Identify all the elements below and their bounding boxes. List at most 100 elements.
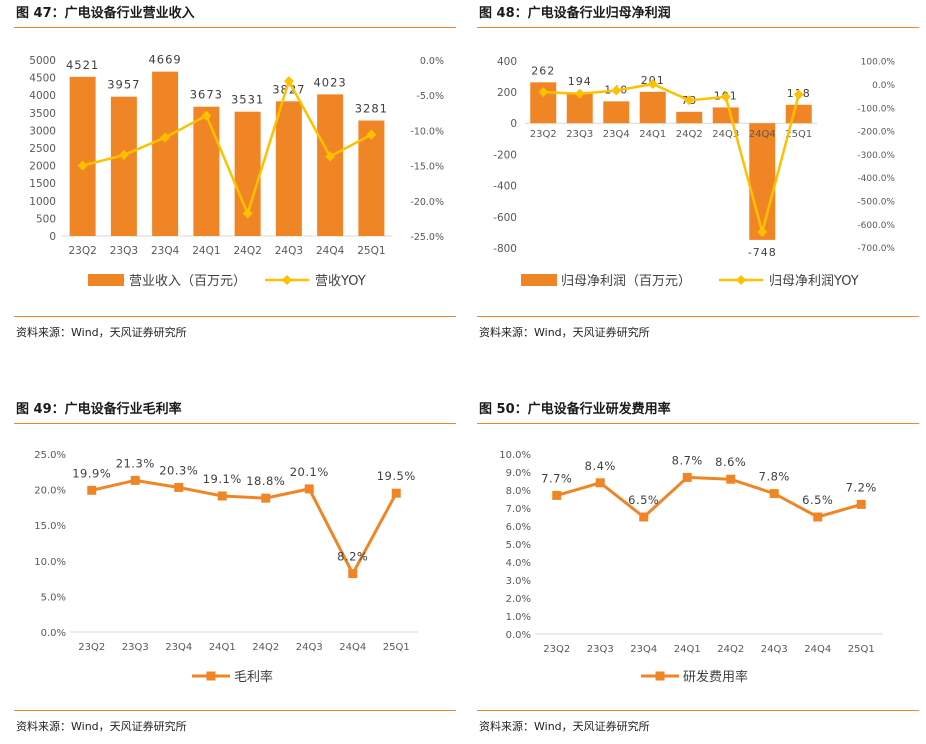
chart-source: 资料来源：Wind，天风证券研究所 [477, 710, 919, 735]
x-tick-label: 23Q3 [566, 129, 593, 140]
point-data-label: 18.8% [246, 474, 285, 488]
y-tick-label: 25.0% [34, 450, 66, 461]
chart-panel-net-profit: 图 48：广电设备行业归母净利润 400 200 0 -200 -400 -600 -800… [477, 4, 919, 344]
x-tick-label: 23Q4 [603, 129, 630, 140]
gross-margin-chart: 0.0%5.0%10.0%15.0%20.0%25.0%19.9%21.3%20… [14, 426, 456, 706]
x-tick-label: 24Q1 [639, 129, 666, 140]
y-right-tick-label: -700.0% [857, 244, 895, 254]
point-data-label: 6.5% [628, 493, 659, 507]
y-left-tick-label: 4000 [29, 90, 56, 102]
legend-label: 研发费用率 [683, 669, 748, 685]
legend-swatch-bar [521, 274, 557, 286]
y-left-tick-label: 200 [497, 87, 517, 99]
legend-marker [207, 672, 216, 681]
y-right-tick-label: -400.0% [857, 174, 895, 184]
y-tick-label: 0.0% [41, 628, 66, 639]
point-data-label: 19.5% [377, 469, 416, 483]
bar [193, 107, 219, 236]
legend-marker [282, 275, 292, 285]
point-data-label: 6.5% [802, 493, 833, 507]
bar-data-label: 3281 [355, 102, 388, 116]
x-tick-label: 23Q4 [630, 644, 657, 655]
bar [152, 72, 178, 236]
bar-data-label: 4521 [66, 58, 99, 72]
point-data-label: 8.7% [672, 453, 703, 467]
x-tick-label: 23Q2 [78, 642, 105, 653]
x-tick-label: 23Q3 [122, 642, 149, 653]
chart-panel-gross-margin: 图 49：广电设备行业毛利率 0.0% 5.0% 10.0% 15.0% 20.0% 25… [14, 400, 456, 740]
y-left-tick-label: 1000 [29, 196, 56, 208]
x-tick-label: 24Q4 [804, 644, 831, 655]
x-tick-label: 24Q1 [209, 642, 236, 653]
y-tick-label: 10.0% [34, 557, 66, 568]
y-tick-label: 6.0% [506, 522, 531, 533]
bar-data-label: 3957 [107, 78, 140, 92]
x-tick-label: 25Q1 [848, 644, 875, 655]
y-tick-label: 20.0% [34, 486, 66, 497]
y-left-tick-label: -600 [493, 212, 517, 224]
x-tick-label: 24Q2 [676, 129, 703, 140]
chart-source: 资料来源：Wind，天风证券研究所 [14, 710, 456, 735]
point-data-label: 19.9% [72, 466, 111, 480]
bar [603, 101, 629, 123]
y-left-tick-label: -400 [493, 181, 517, 193]
point-data-label: 20.3% [159, 463, 198, 477]
y-right-tick-label: -200.0% [857, 128, 895, 138]
point-data-label: 19.1% [203, 472, 242, 486]
y-right-tick-label: -300.0% [857, 151, 895, 161]
legend-label: 归母净利润（百万元） [561, 274, 691, 289]
point-data-label: 8.4% [585, 459, 616, 473]
point-data-label: 8.2% [337, 550, 368, 564]
bar [713, 107, 739, 123]
x-tick-label: 23Q2 [543, 644, 570, 655]
y-right-tick-label: 100.0% [861, 58, 896, 68]
x-tick-label: 24Q2 [233, 245, 261, 257]
bar [111, 97, 137, 236]
series-point [305, 484, 314, 493]
point-data-label: 8.6% [715, 455, 746, 469]
series-point [174, 483, 183, 492]
x-tick-label: 23Q3 [110, 245, 138, 257]
revenue-chart: 0 500 1000 1500 2000 2500 3000 3500 4000 4500 5000… [14, 30, 456, 312]
x-tick-label: 24Q4 [749, 129, 776, 140]
x-tick-label: 24Q1 [192, 245, 220, 257]
y-left-tick-label: 0 [510, 118, 517, 130]
legend-marker [656, 672, 665, 681]
x-tick-label: 23Q2 [68, 245, 96, 257]
series-point [87, 486, 96, 495]
bar-data-label: 3531 [231, 93, 264, 107]
series-point [596, 478, 605, 487]
bar-data-label: 4669 [148, 53, 181, 67]
y-tick-label: 10.0% [499, 450, 531, 461]
y-left-tick-label: -200 [493, 149, 517, 161]
series-point [552, 491, 561, 500]
x-tick-label: 23Q4 [165, 642, 192, 653]
y-left-tick-label: 3500 [29, 108, 56, 120]
x-tick-label: 23Q2 [530, 129, 557, 140]
series-point [770, 489, 779, 498]
y-right-tick-label: -20.0% [410, 197, 444, 208]
y-left-tick-label: 1500 [29, 178, 56, 190]
legend-label: 营收YOY [315, 274, 366, 289]
point-data-label: 7.7% [541, 471, 572, 485]
x-tick-label: 25Q1 [357, 245, 385, 257]
chart-title: 图 50：广电设备行业研发费用率 [477, 400, 919, 424]
y-tick-label: 7.0% [506, 504, 531, 515]
x-tick-label: 24Q3 [761, 644, 788, 655]
legend-marker [736, 275, 746, 285]
series-point [683, 473, 692, 482]
y-tick-label: 2.0% [506, 594, 531, 605]
rd-ratio-chart: 0.0%1.0%2.0%3.0%4.0%5.0%6.0%7.0%8.0%9.0%… [477, 426, 919, 706]
x-tick-label: 25Q1 [383, 642, 410, 653]
y-left-tick-label: 2000 [29, 161, 56, 173]
y-left-tick-label: -800 [493, 243, 517, 255]
bar-data-label: -748 [748, 246, 777, 259]
y-tick-label: 8.0% [506, 486, 531, 497]
y-right-tick-label: -500.0% [857, 198, 895, 208]
x-tick-label: 23Q4 [151, 245, 180, 257]
y-left-tick-label: 5000 [29, 55, 56, 67]
y-right-tick-label: 0.0% [420, 56, 444, 67]
y-left-tick-label: 4500 [29, 73, 56, 85]
chart-title: 图 47：广电设备行业营业收入 [14, 4, 456, 28]
x-tick-label: 24Q2 [717, 644, 744, 655]
